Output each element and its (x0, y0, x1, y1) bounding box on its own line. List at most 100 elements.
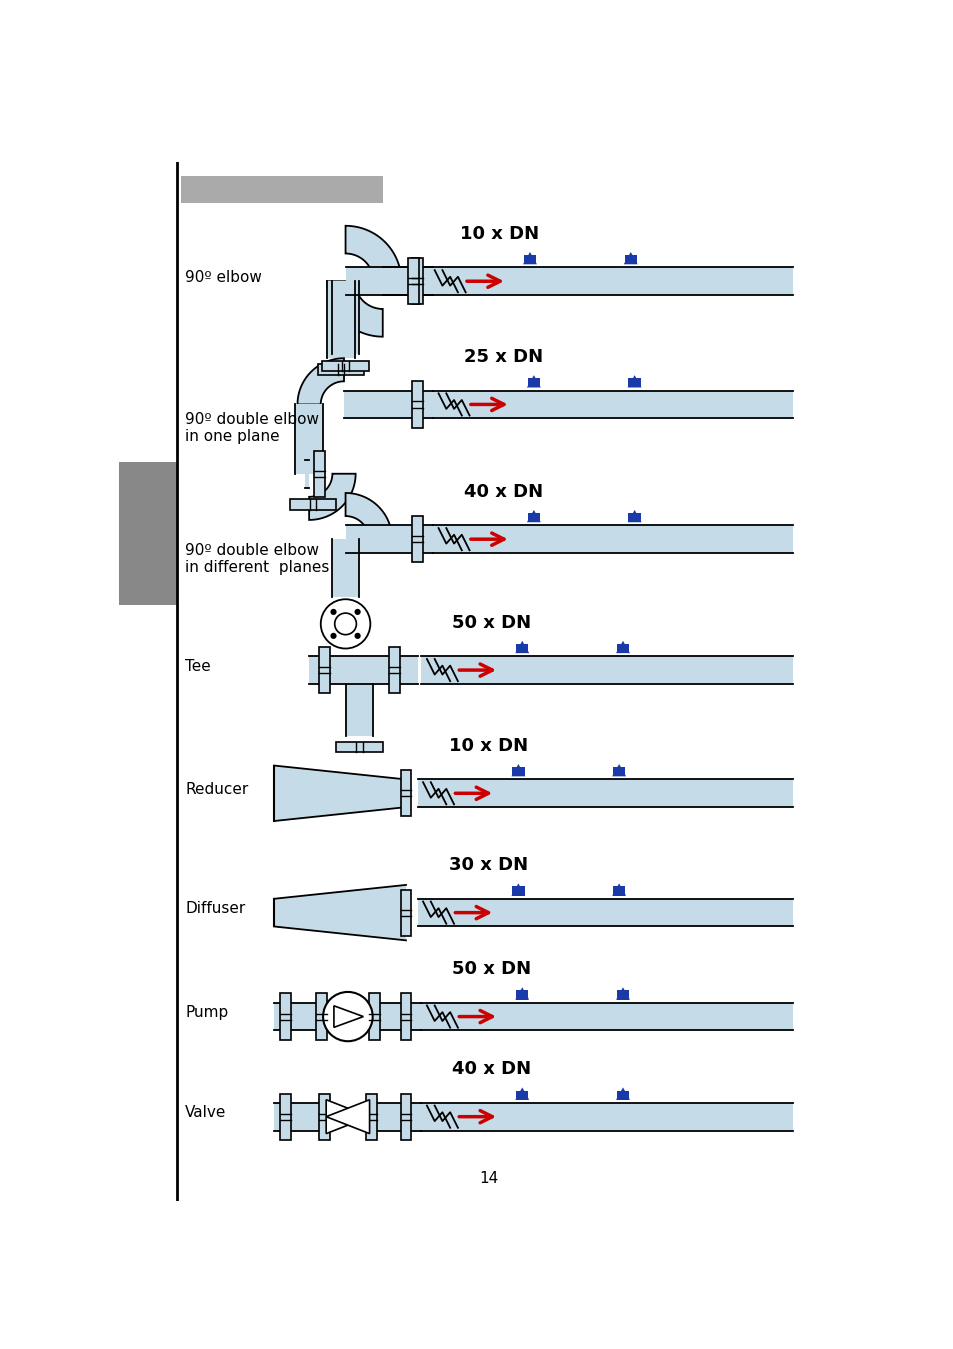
Bar (373, 1002, 421, 1031)
Bar (327, 281, 355, 359)
Text: Valve: Valve (185, 1105, 226, 1120)
Polygon shape (345, 225, 401, 281)
Text: Diffuser: Diffuser (185, 901, 245, 916)
Bar (181, 175, 382, 202)
Bar (314, 451, 324, 496)
Bar (617, 1090, 629, 1099)
Bar (382, 267, 433, 295)
Bar (429, 267, 793, 295)
Polygon shape (616, 641, 629, 653)
Bar (527, 378, 539, 387)
Bar (280, 993, 291, 1040)
Text: 50 x DN: 50 x DN (452, 614, 531, 631)
Bar (617, 643, 629, 653)
Bar (309, 656, 417, 684)
Polygon shape (511, 884, 525, 896)
Circle shape (323, 992, 373, 1041)
Circle shape (355, 633, 360, 639)
Bar (433, 391, 793, 418)
Bar (412, 258, 422, 305)
Polygon shape (526, 510, 540, 522)
Bar (335, 742, 382, 753)
Bar (345, 267, 429, 295)
Polygon shape (522, 252, 537, 264)
Text: in different  planes: in different planes (185, 560, 329, 575)
Bar (344, 391, 433, 418)
Bar (294, 405, 323, 473)
Polygon shape (326, 1099, 369, 1133)
Polygon shape (623, 252, 637, 264)
Text: 30 x DN: 30 x DN (448, 857, 527, 874)
Polygon shape (515, 641, 529, 653)
Bar (624, 255, 637, 264)
Text: Pump: Pump (185, 1005, 228, 1020)
Polygon shape (612, 764, 625, 776)
Text: in one plane: in one plane (185, 429, 279, 444)
Polygon shape (616, 1087, 629, 1099)
Bar (421, 1103, 793, 1130)
Bar (345, 525, 433, 553)
Bar (305, 460, 309, 487)
Bar (400, 1094, 411, 1140)
Polygon shape (515, 987, 529, 1000)
Bar (417, 898, 793, 927)
Polygon shape (627, 375, 641, 387)
Bar (369, 993, 379, 1040)
Text: 25 x DN: 25 x DN (464, 348, 542, 366)
Bar (319, 1094, 330, 1140)
Bar (400, 889, 411, 936)
Bar (332, 281, 359, 355)
Circle shape (330, 633, 336, 639)
Polygon shape (334, 1006, 363, 1028)
Polygon shape (526, 375, 540, 387)
Bar (628, 378, 640, 387)
Text: 10 x DN: 10 x DN (459, 225, 538, 243)
Bar (319, 648, 330, 693)
Circle shape (330, 608, 336, 615)
Bar (628, 513, 640, 522)
Text: 50 x DN: 50 x DN (452, 960, 531, 978)
Bar (345, 684, 373, 735)
Polygon shape (612, 884, 625, 896)
Text: 40 x DN: 40 x DN (464, 483, 542, 500)
Polygon shape (627, 510, 641, 522)
Bar (274, 1002, 323, 1031)
Polygon shape (326, 1099, 369, 1133)
Text: Tee: Tee (185, 658, 211, 673)
Text: Reducer: Reducer (185, 782, 248, 797)
Bar (516, 1090, 528, 1099)
Bar (317, 364, 364, 375)
Bar (523, 255, 536, 264)
Bar (365, 1094, 376, 1140)
Polygon shape (511, 764, 525, 776)
Bar (119, 463, 177, 604)
Bar (280, 1094, 291, 1140)
Circle shape (355, 608, 360, 615)
Bar (516, 990, 528, 1000)
Text: 10 x DN: 10 x DN (448, 737, 527, 755)
Polygon shape (309, 473, 355, 519)
Bar (322, 360, 369, 371)
Polygon shape (616, 987, 629, 1000)
Polygon shape (327, 281, 382, 337)
Bar (412, 382, 422, 428)
Bar (290, 499, 335, 510)
Text: 90º double elbow: 90º double elbow (185, 544, 319, 558)
Bar (612, 768, 624, 776)
Bar (369, 1103, 421, 1130)
Bar (421, 1002, 793, 1031)
Polygon shape (297, 359, 344, 405)
Text: 40 x DN: 40 x DN (452, 1060, 531, 1078)
Bar (332, 540, 359, 596)
Bar (389, 648, 399, 693)
Bar (433, 525, 793, 553)
Bar (412, 517, 422, 563)
Polygon shape (515, 1087, 529, 1099)
Bar (417, 780, 793, 807)
Circle shape (320, 599, 370, 649)
Text: 90º double elbow: 90º double elbow (185, 413, 319, 428)
Bar (617, 990, 629, 1000)
Bar (274, 1103, 326, 1130)
Bar (400, 770, 411, 816)
Bar (315, 993, 327, 1040)
